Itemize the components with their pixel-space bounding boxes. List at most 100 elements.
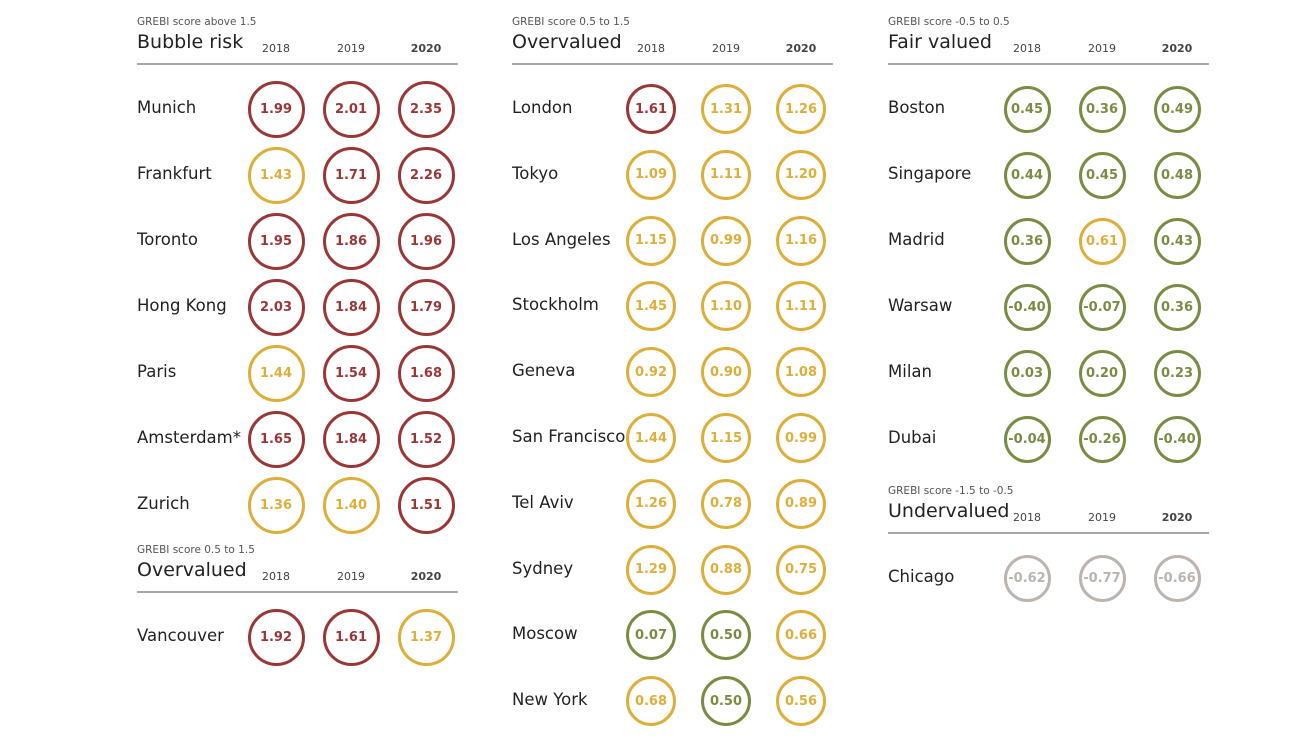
score-circle: 0.99 — [776, 413, 826, 463]
score-circle: 0.90 — [701, 347, 751, 398]
score-circle: 1.20 — [776, 149, 826, 200]
score-circle: 1.95 — [247, 212, 305, 270]
score-circle: 1.92 — [247, 608, 305, 666]
city-label: Tel Aviv — [512, 492, 574, 512]
score-circle: 1.65 — [247, 410, 305, 468]
score-circle: 0.78 — [701, 478, 751, 529]
city-label: Chicago — [888, 567, 955, 586]
score-circle: 1.29 — [626, 544, 676, 595]
year-header: 2020 — [1161, 511, 1193, 524]
score-circle: -0.40 — [1153, 415, 1201, 463]
score-circle: 1.54 — [322, 344, 380, 402]
header-divider — [888, 63, 1209, 65]
city-label: Madrid — [888, 230, 945, 249]
score-circle: -0.04 — [1003, 415, 1051, 463]
city-label: Dubai — [888, 428, 937, 447]
score-circle: 2.01 — [322, 80, 380, 138]
score-circle: 1.15 — [626, 215, 676, 266]
panel-title: Bubble risk — [137, 31, 244, 53]
city-label: Sydney — [512, 558, 574, 578]
city-label: Vancouver — [137, 626, 224, 645]
panel-title: Undervalued — [888, 500, 1010, 522]
city-label: Milan — [888, 362, 932, 381]
score-circle: 0.88 — [701, 544, 751, 595]
score-circle: 1.31 — [701, 84, 751, 134]
panel-subtitle: GREBI score -1.5 to -0.5 — [888, 485, 1014, 497]
score-circle: 1.96 — [397, 212, 455, 270]
panel-title: Fair valued — [888, 31, 992, 53]
year-header: 2018 — [262, 570, 290, 583]
header-divider — [137, 63, 458, 65]
score-circle: -0.07 — [1078, 283, 1126, 331]
score-circle: 0.36 — [1003, 217, 1051, 265]
score-circle: 0.36 — [1078, 85, 1126, 133]
score-circle: 1.09 — [626, 149, 676, 200]
year-header: 2019 — [712, 42, 740, 55]
score-circle: 2.26 — [397, 146, 455, 204]
score-circle: 1.52 — [397, 410, 455, 468]
score-circle: 1.16 — [776, 215, 826, 266]
year-header: 2020 — [785, 42, 817, 55]
score-circle: 0.68 — [626, 676, 676, 727]
panel-title: Overvalued — [512, 31, 622, 53]
header-divider — [512, 63, 833, 65]
score-circle: 1.11 — [701, 149, 751, 200]
score-circle: 0.92 — [626, 347, 676, 398]
score-circle: 1.79 — [397, 278, 455, 336]
score-circle: 1.10 — [701, 281, 751, 332]
header-divider — [888, 532, 1209, 534]
city-label: Stockholm — [512, 295, 599, 315]
score-circle: -0.40 — [1003, 283, 1051, 331]
score-circle: 1.84 — [322, 278, 380, 336]
score-circle: 0.61 — [1078, 217, 1126, 265]
score-circle: 0.66 — [776, 610, 826, 661]
score-circle: 0.44 — [1003, 151, 1051, 199]
score-circle: -0.77 — [1078, 554, 1126, 602]
year-header: 2019 — [1088, 42, 1116, 55]
score-circle: 1.45 — [626, 281, 676, 332]
score-circle: 1.99 — [247, 80, 305, 138]
score-circle: 0.03 — [1003, 349, 1051, 397]
score-circle: 0.99 — [701, 215, 751, 266]
score-circle: 1.26 — [776, 84, 826, 134]
city-label: London — [512, 98, 573, 117]
year-header: 2018 — [1013, 42, 1041, 55]
panel-subtitle: GREBI score 0.5 to 1.5 — [137, 544, 255, 556]
city-label: Paris — [137, 362, 177, 381]
score-circle: 2.35 — [397, 80, 455, 138]
year-header: 2018 — [1013, 511, 1041, 524]
city-label: Los Angeles — [512, 229, 611, 249]
year-header: 2019 — [337, 42, 365, 55]
city-label: San Francisco — [512, 427, 626, 446]
score-circle: 0.50 — [701, 676, 751, 727]
city-label: Geneva — [512, 361, 576, 381]
city-label: Toronto — [137, 230, 198, 249]
city-label: New York — [512, 690, 588, 710]
panel-title: Overvalued — [137, 559, 247, 581]
city-label: Singapore — [888, 164, 972, 183]
score-circle: 0.49 — [1153, 85, 1201, 133]
score-circle: 1.71 — [322, 146, 380, 204]
score-circle: 1.26 — [626, 478, 676, 529]
city-label: Moscow — [512, 624, 578, 644]
score-circle: 0.89 — [776, 478, 826, 529]
score-circle: 1.40 — [322, 476, 380, 534]
score-circle: 0.20 — [1078, 349, 1126, 397]
score-circle: 1.51 — [397, 476, 455, 534]
score-circle: 0.50 — [701, 610, 751, 661]
city-label: Amsterdam* — [137, 428, 241, 447]
score-circle: 1.37 — [397, 608, 455, 666]
score-circle: -0.66 — [1153, 554, 1201, 602]
score-circle: 0.45 — [1003, 85, 1051, 133]
panel-subtitle: GREBI score 0.5 to 1.5 — [512, 16, 630, 28]
score-circle: 1.86 — [322, 212, 380, 270]
score-circle: 0.23 — [1153, 349, 1201, 397]
score-circle: 1.84 — [322, 410, 380, 468]
score-circle: 0.56 — [776, 676, 826, 727]
year-header: 2018 — [637, 42, 665, 55]
score-circle: 1.08 — [776, 347, 826, 398]
score-circle: 0.43 — [1153, 217, 1201, 265]
header-divider — [137, 591, 458, 593]
score-circle: 1.36 — [247, 476, 305, 534]
year-header: 2019 — [1088, 511, 1116, 524]
